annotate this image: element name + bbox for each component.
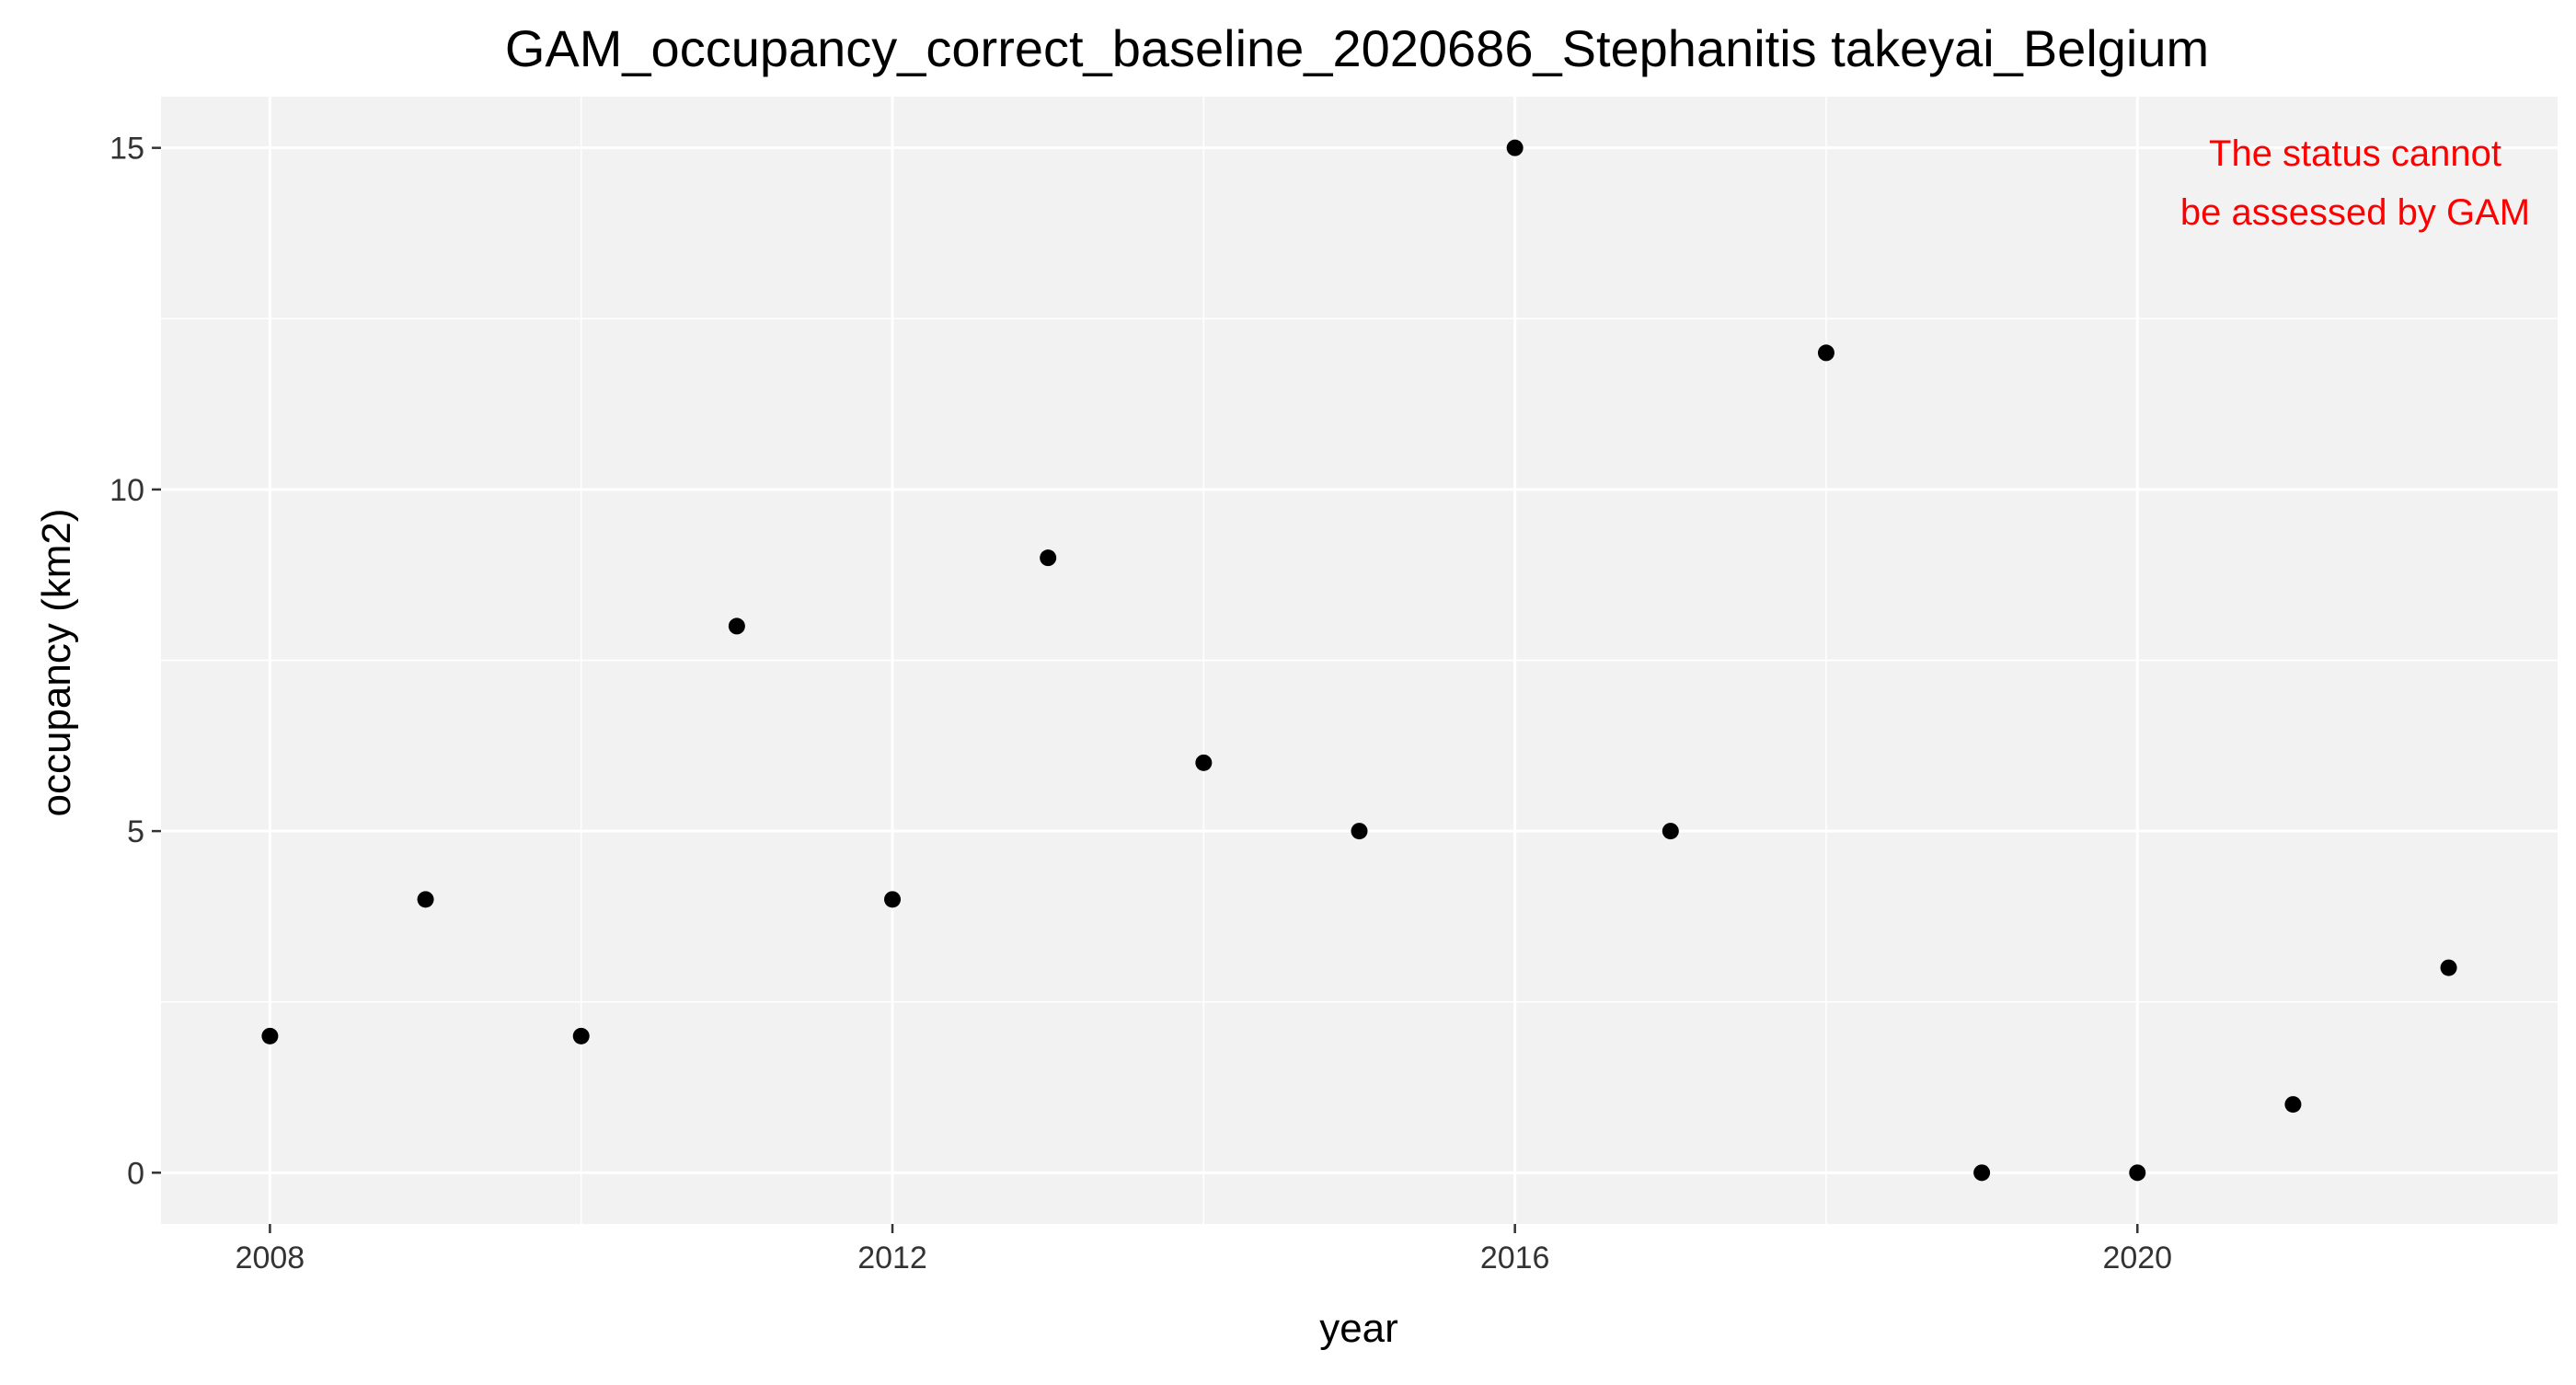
minor-gridlines (161, 97, 2558, 1224)
x-tick-label: 2012 (857, 1241, 927, 1275)
data-point (2284, 1096, 2302, 1114)
major-gridlines (161, 97, 2558, 1224)
data-point (1195, 754, 1213, 771)
data-point (728, 617, 745, 635)
data-point (2440, 959, 2457, 976)
x-tick-label: 2016 (1480, 1241, 1550, 1275)
annotation-line: The status cannot (2209, 133, 2501, 174)
data-point (1506, 139, 1524, 156)
data-point (1973, 1164, 1991, 1182)
data-point (2129, 1164, 2146, 1182)
y-axis-title: occupancy (km2) (34, 508, 79, 816)
y-tick-label: 5 (127, 814, 144, 849)
status-annotation: The status cannot be assessed by GAM (2180, 133, 2530, 233)
y-tick-label: 0 (127, 1156, 144, 1191)
chart-title: GAM_occupancy_correct_baseline_2020686_S… (505, 19, 2209, 77)
data-point (1351, 823, 1368, 840)
data-point (261, 1027, 279, 1045)
axis-ticks (152, 146, 2139, 1233)
x-axis-tick-labels: 2008 2012 2016 2020 (236, 1241, 2173, 1275)
y-axis-tick-labels: 0 5 10 15 (109, 132, 144, 1192)
data-point (884, 891, 902, 908)
data-point (417, 891, 434, 908)
data-point (1817, 344, 1834, 362)
annotation-line: be assessed by GAM (2180, 192, 2530, 233)
x-axis-title: year (1319, 1306, 1398, 1351)
data-point (572, 1027, 590, 1045)
data-points (261, 139, 2457, 1182)
data-point (1662, 823, 1679, 840)
x-tick-label: 2020 (2102, 1241, 2172, 1275)
y-tick-label: 10 (109, 473, 144, 508)
y-tick-label: 15 (109, 132, 144, 167)
data-point (1040, 549, 1057, 567)
x-tick-label: 2008 (236, 1241, 305, 1275)
